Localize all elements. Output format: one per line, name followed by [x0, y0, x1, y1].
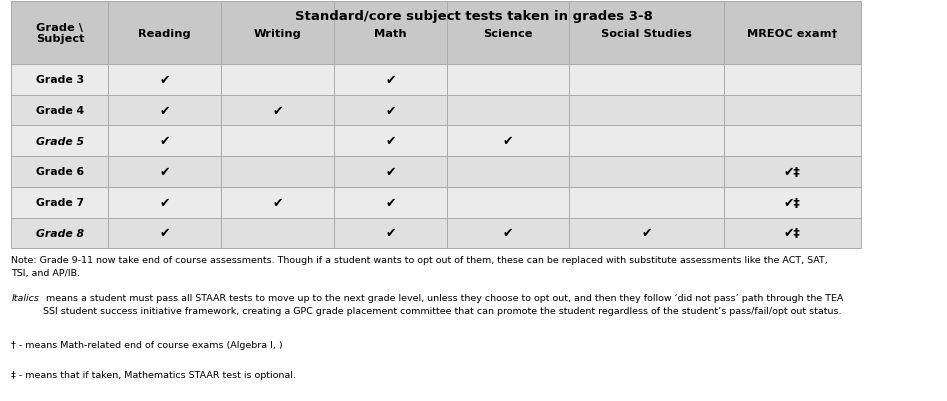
Bar	[447, 95, 569, 126]
Text: ✔: ✔	[641, 227, 652, 240]
Bar	[724, 2, 861, 65]
Bar	[724, 65, 861, 95]
Text: Math: Math	[374, 28, 406, 38]
Bar	[108, 218, 222, 249]
Text: ✔‡: ✔‡	[784, 166, 801, 178]
Bar	[222, 218, 334, 249]
Bar	[334, 95, 447, 126]
Text: ✔: ✔	[385, 104, 396, 117]
Bar	[108, 126, 222, 157]
Text: Science: Science	[483, 28, 532, 38]
Text: Grade 3: Grade 3	[36, 75, 84, 85]
Bar	[334, 126, 447, 157]
Bar	[724, 187, 861, 218]
Text: ✔: ✔	[385, 74, 396, 87]
Bar	[334, 218, 447, 249]
Bar	[569, 2, 724, 65]
Bar	[222, 126, 334, 157]
Text: Social Studies: Social Studies	[601, 28, 691, 38]
Text: Note: Grade 9-11 now take end of course assessments. Though if a student wants t: Note: Grade 9-11 now take end of course …	[11, 255, 828, 277]
Text: ✔: ✔	[385, 196, 396, 209]
Bar	[222, 187, 334, 218]
Bar	[447, 2, 569, 65]
Text: ✔: ✔	[159, 166, 170, 178]
Text: Grade 6: Grade 6	[36, 167, 84, 177]
Text: ✔: ✔	[503, 227, 513, 240]
Text: Grade 5: Grade 5	[36, 136, 84, 146]
Bar	[724, 218, 861, 249]
Bar	[334, 157, 447, 187]
Text: ‡ - means that if taken, Mathematics STAAR test is optional.: ‡ - means that if taken, Mathematics STA…	[11, 370, 296, 379]
Bar	[108, 95, 222, 126]
Text: ✔: ✔	[385, 135, 396, 148]
Bar	[569, 95, 724, 126]
Bar	[108, 2, 222, 65]
Text: ✔: ✔	[273, 196, 283, 209]
Text: ✔‡: ✔‡	[784, 227, 801, 240]
Bar	[222, 157, 334, 187]
Bar	[447, 157, 569, 187]
Text: ✔: ✔	[503, 135, 513, 148]
Text: Writing: Writing	[254, 28, 301, 38]
Bar	[447, 65, 569, 95]
Bar	[447, 218, 569, 249]
Text: ✔: ✔	[159, 196, 170, 209]
Bar	[222, 2, 334, 65]
Bar	[569, 126, 724, 157]
Text: ✔: ✔	[273, 104, 283, 117]
Text: Grade 4: Grade 4	[36, 106, 84, 116]
Text: ✔: ✔	[159, 104, 170, 117]
Bar	[11, 65, 108, 95]
Bar	[108, 187, 222, 218]
Bar	[222, 65, 334, 95]
Bar	[108, 65, 222, 95]
Bar	[569, 157, 724, 187]
Bar	[724, 126, 861, 157]
Bar	[334, 65, 447, 95]
Bar	[222, 95, 334, 126]
Bar	[334, 187, 447, 218]
Text: Grade \
Subject: Grade \ Subject	[36, 23, 84, 44]
Text: ✔: ✔	[385, 227, 396, 240]
Bar	[11, 126, 108, 157]
Text: Grade 8: Grade 8	[36, 228, 84, 238]
Bar	[11, 2, 108, 65]
Bar	[569, 65, 724, 95]
Text: Standard/core subject tests taken in grades 3-8: Standard/core subject tests taken in gra…	[295, 10, 652, 23]
Bar	[569, 187, 724, 218]
Text: Reading: Reading	[138, 28, 191, 38]
Bar	[724, 157, 861, 187]
Text: † - means Math-related end of course exams (Algebra I, ): † - means Math-related end of course exa…	[11, 340, 283, 349]
Bar	[334, 2, 447, 65]
Text: Italics: Italics	[11, 294, 39, 303]
Text: means a student must pass all STAAR tests to move up to the next grade level, un: means a student must pass all STAAR test…	[43, 294, 843, 315]
Bar	[108, 157, 222, 187]
Bar	[11, 218, 108, 249]
Text: Grade 7: Grade 7	[36, 198, 84, 208]
Bar	[447, 187, 569, 218]
Text: ✔: ✔	[385, 166, 396, 178]
Bar	[11, 157, 108, 187]
Text: MREOC exam†: MREOC exam†	[747, 28, 837, 38]
Bar	[569, 218, 724, 249]
Bar	[447, 126, 569, 157]
Text: ✔‡: ✔‡	[784, 196, 801, 209]
Text: ✔: ✔	[159, 135, 170, 148]
Text: ✔: ✔	[159, 227, 170, 240]
Bar	[11, 187, 108, 218]
Bar	[11, 95, 108, 126]
Bar	[724, 95, 861, 126]
Text: ✔: ✔	[159, 74, 170, 87]
